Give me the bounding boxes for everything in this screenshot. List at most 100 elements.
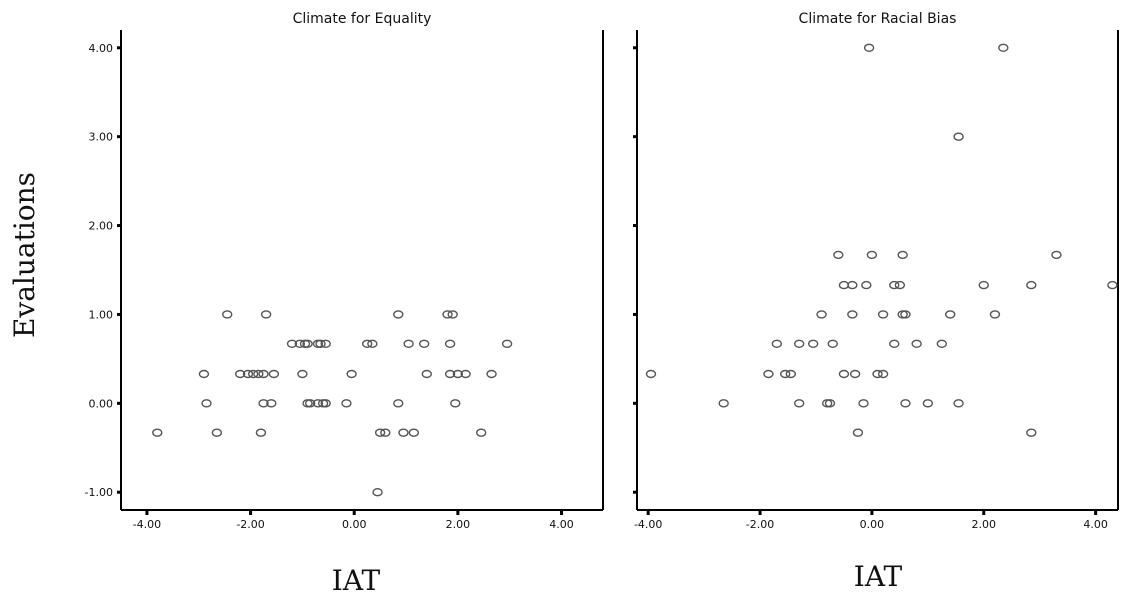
data-point (408, 428, 420, 437)
data-point (152, 428, 163, 437)
data-point (367, 339, 378, 348)
data-point (374, 428, 386, 437)
data-point (372, 488, 383, 497)
data-point (320, 399, 331, 408)
data-point (235, 369, 246, 379)
data-point (201, 399, 212, 408)
y-tick-label: 1.00 (89, 308, 114, 321)
data-point (312, 399, 324, 408)
data-point (833, 250, 844, 260)
data-point (852, 428, 864, 437)
data-point (211, 428, 223, 437)
data-point (645, 369, 657, 379)
data-point (824, 399, 836, 408)
data-point (889, 280, 900, 290)
data-point (380, 428, 391, 437)
x-tick-label: -4.00 (133, 518, 161, 531)
data-point (780, 369, 791, 379)
data-point (872, 369, 883, 379)
data-point (718, 399, 729, 408)
data-point (302, 339, 313, 348)
data-point (816, 310, 827, 319)
data-point (989, 310, 1001, 319)
data-point (763, 369, 774, 379)
x-tick-label: 0.00 (342, 518, 367, 531)
data-point (877, 369, 889, 379)
x-tick-label: -2.00 (746, 518, 774, 531)
data-point (1051, 250, 1062, 260)
data-point (953, 132, 964, 141)
data-point (900, 310, 911, 319)
data-point (258, 369, 269, 379)
data-point (444, 339, 456, 348)
x-axis-title-right: IAT (854, 560, 903, 593)
panel-climate-for-equality: Climate for Equality -1.00 0.00 1.00 2.00 3.0… (85, 11, 604, 531)
data-point (1026, 428, 1037, 437)
data-point (260, 310, 272, 319)
data-point (341, 399, 352, 408)
data-point (922, 399, 934, 408)
data-point (304, 399, 316, 408)
data-point (418, 339, 430, 348)
x-tick-label: 2.00 (972, 518, 997, 531)
y-axis-title: Evaluations (8, 172, 41, 338)
x-tick-label: 4.00 (549, 518, 574, 531)
data-point (889, 339, 900, 348)
x-tick-label: 2.00 (446, 518, 471, 531)
data-point (452, 369, 464, 379)
x-tick-label: 0.00 (860, 518, 885, 531)
data-point (421, 369, 432, 379)
data-point (771, 339, 783, 348)
data-point (838, 369, 850, 379)
data-point (266, 399, 277, 408)
data-point (858, 399, 869, 408)
data-point (998, 43, 1009, 52)
data-point (442, 310, 453, 319)
data-point (242, 369, 254, 379)
data-point (911, 339, 922, 348)
data-point (361, 339, 373, 348)
data-point (900, 399, 911, 408)
data-point (866, 250, 878, 260)
data-point (444, 369, 456, 379)
data-point (346, 369, 357, 379)
data-point (286, 339, 298, 348)
panel-title: Climate for Racial Bias (799, 11, 957, 27)
data-point (877, 310, 889, 319)
y-tick-label: 3.00 (89, 131, 114, 144)
data-point (785, 369, 797, 379)
x-tick-label: -4.00 (634, 518, 662, 531)
data-point (476, 428, 487, 437)
data-point (460, 369, 471, 379)
y-tick-label: 2.00 (89, 220, 114, 233)
y-tick-label: -1.00 (85, 486, 113, 499)
data-point (297, 369, 308, 379)
data-point (793, 399, 805, 408)
data-point (827, 339, 838, 348)
data-point (393, 310, 404, 319)
data-point (936, 339, 948, 348)
data-point (315, 339, 326, 348)
data-point (861, 280, 872, 290)
data-point (838, 280, 850, 290)
data-point (953, 399, 964, 408)
data-point (849, 369, 861, 379)
data-point (486, 369, 497, 379)
y-tick-label: 4.00 (89, 42, 114, 55)
data-point (501, 339, 513, 348)
data-point (450, 399, 461, 408)
data-point (945, 310, 956, 319)
data-point (863, 43, 875, 52)
data-point (198, 369, 210, 379)
x-tick-label: 4.00 (1083, 518, 1108, 531)
data-point (807, 339, 819, 348)
x-axis-title-left: IAT (332, 564, 381, 597)
data-point (978, 280, 989, 290)
data-point (222, 310, 233, 319)
data-point (894, 280, 906, 290)
data-point (253, 369, 264, 379)
data-point (1026, 280, 1037, 290)
data-point (268, 369, 280, 379)
data-point (403, 339, 414, 348)
